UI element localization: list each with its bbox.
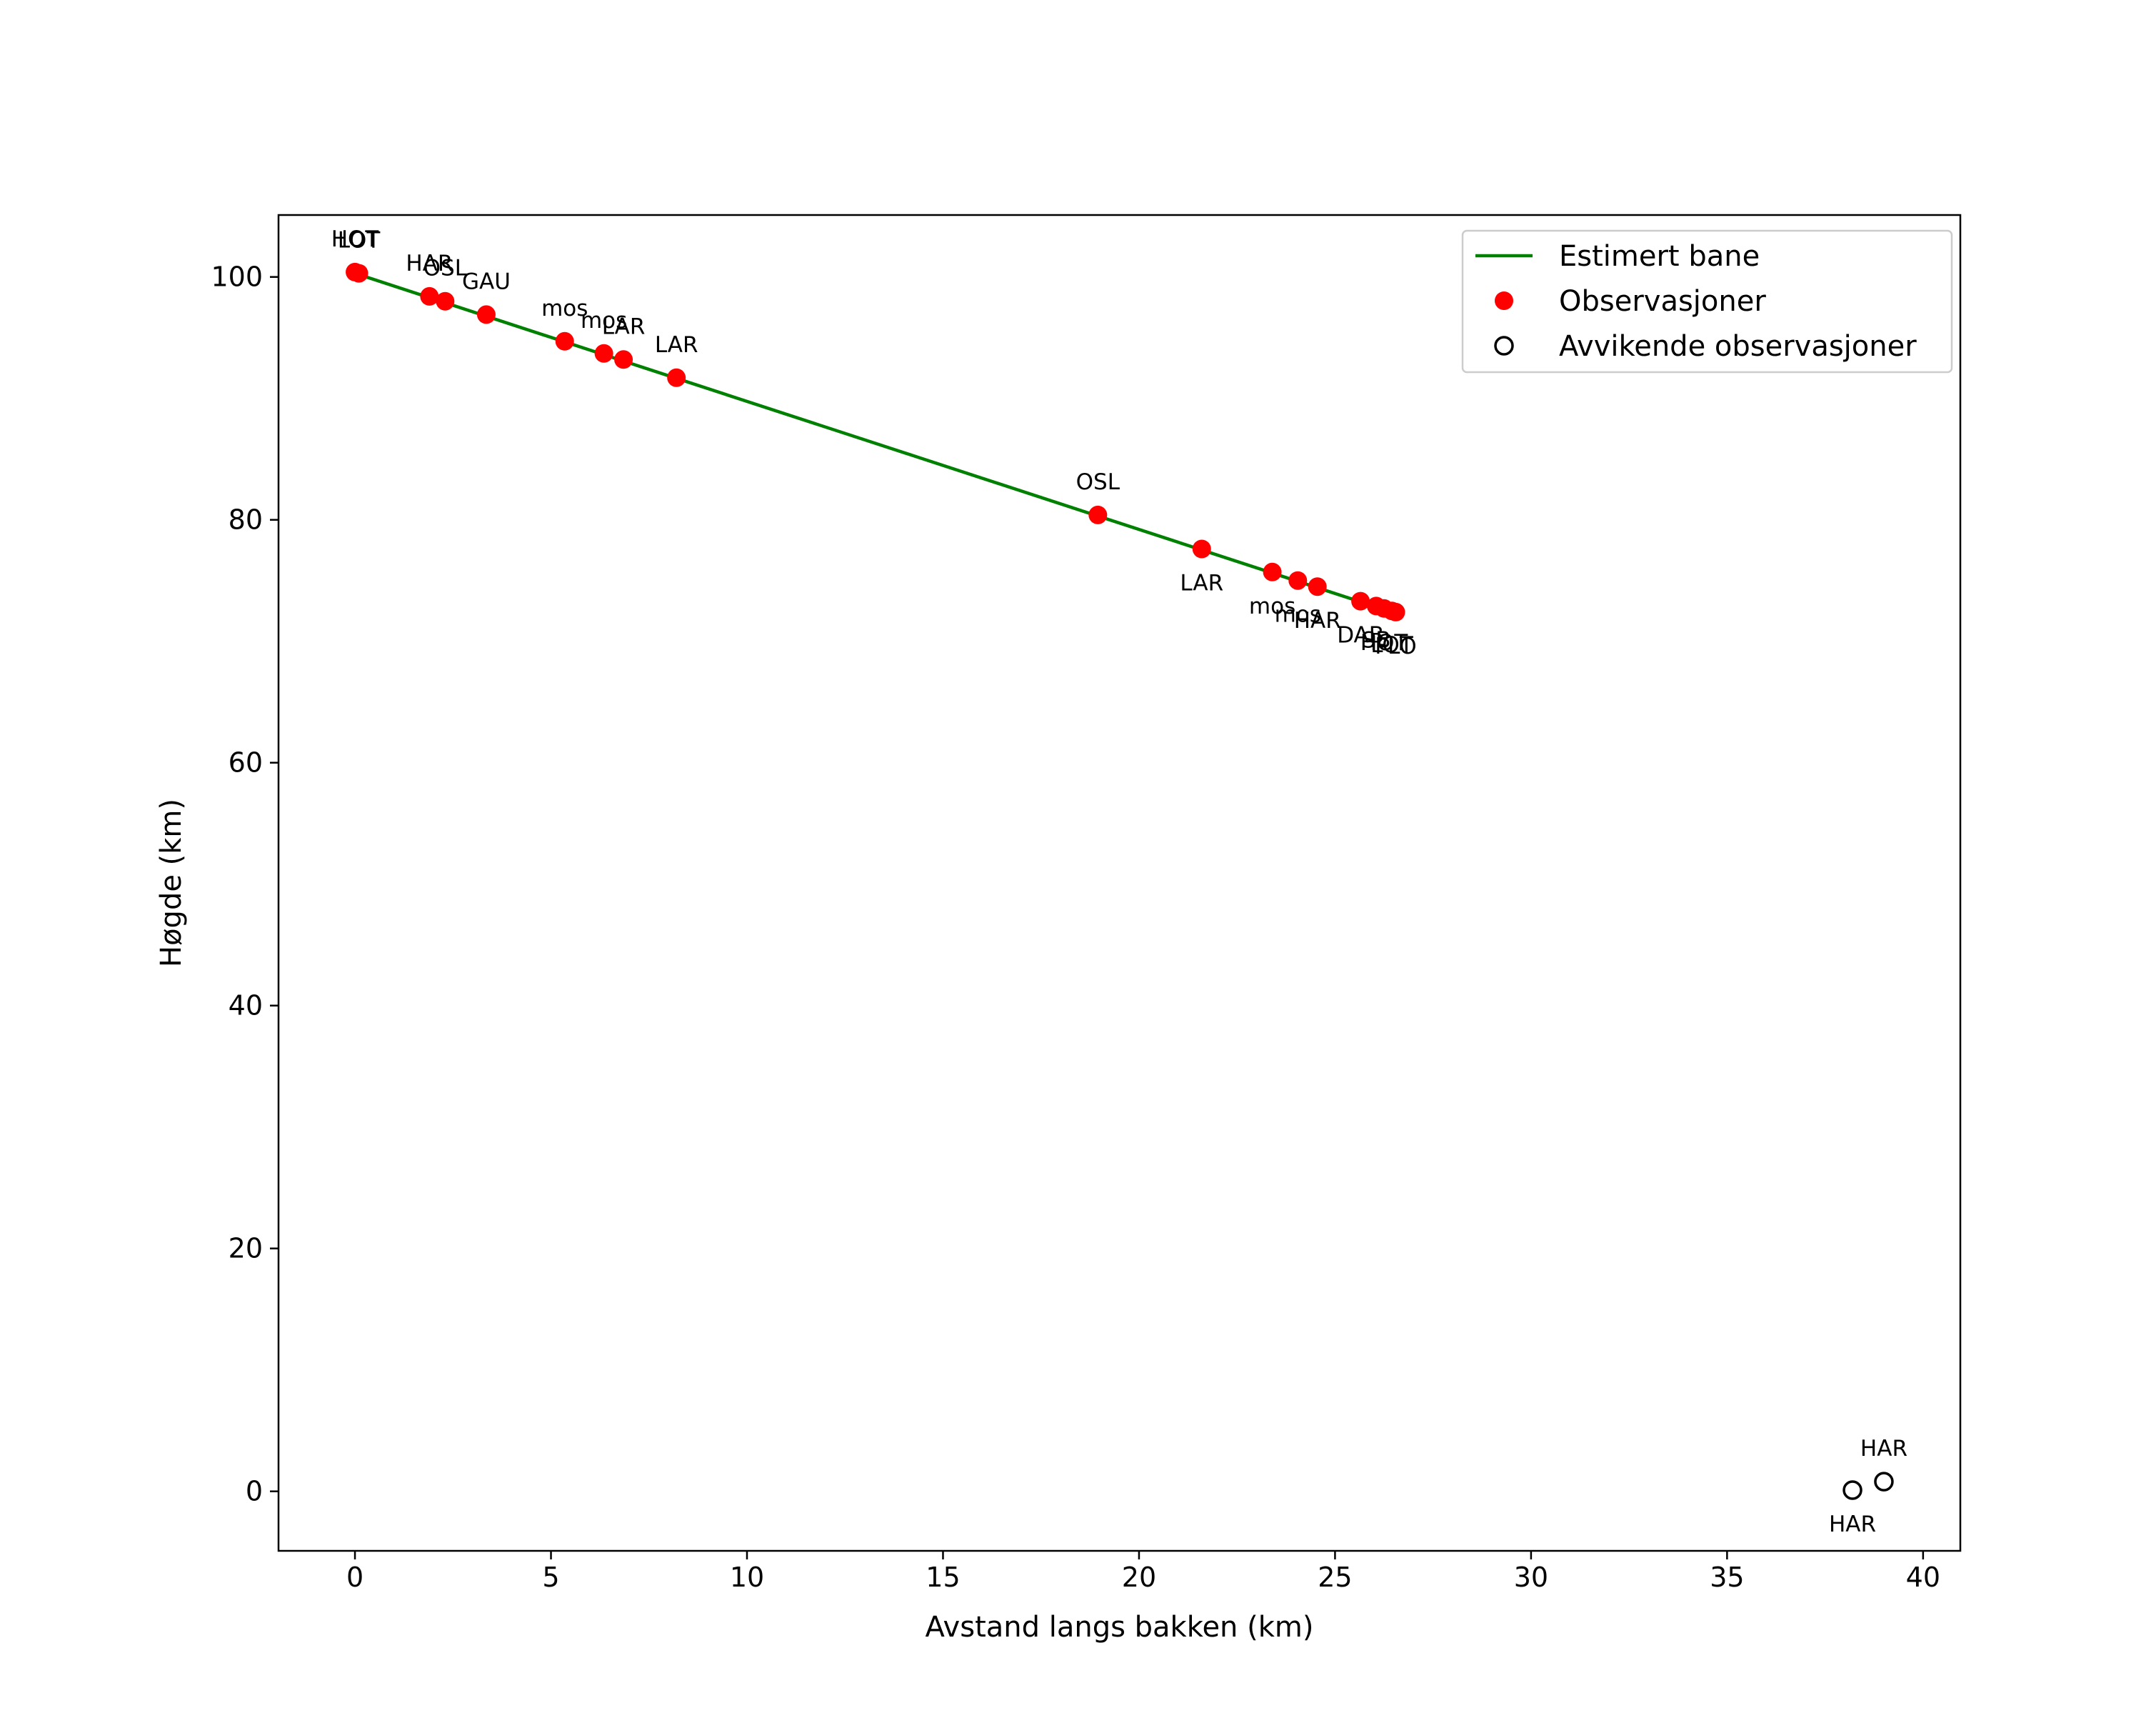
station-label: mos	[1275, 602, 1321, 628]
observation-point	[436, 291, 455, 311]
x-tick-label: 0	[346, 1562, 363, 1593]
legend: Estimert bane Observasjoner Avvikende obse…	[1461, 229, 1953, 374]
y-tick-label: 0	[246, 1476, 263, 1507]
y-tick-label: 20	[229, 1233, 263, 1264]
observation-point	[614, 350, 633, 369]
plot-area: HOTLOTHAROSLGAUmosmosLARLAROSLLARmosmosH…	[277, 214, 1962, 1552]
station-label: OSL	[423, 256, 468, 281]
observation-point	[1351, 591, 1370, 611]
x-tick-label: 10	[730, 1562, 764, 1593]
station-label: LAR	[602, 314, 646, 339]
station-label: HAR	[1860, 1436, 1907, 1462]
x-tick-label: 15	[926, 1562, 960, 1593]
y-axis: 0 20 40 60 80 100	[211, 261, 279, 1507]
observation-point	[667, 368, 686, 387]
x-tick-label: 40	[1906, 1562, 1940, 1593]
station-label: LAR	[1180, 571, 1223, 596]
x-tick-label: 25	[1318, 1562, 1352, 1593]
station-label: HAR	[1294, 608, 1341, 634]
observation-point	[349, 264, 368, 283]
station-label: mos	[541, 296, 588, 321]
y-tick-label: 40	[229, 990, 263, 1022]
legend-box	[1461, 229, 1953, 374]
station-label: DAB	[1337, 623, 1384, 649]
observation-point	[555, 331, 574, 351]
station-label: LAR	[655, 332, 698, 358]
observation-point	[476, 305, 496, 324]
legend-entry-label: Avvikende observasjoner	[1559, 330, 1917, 363]
y-tick-label: 80	[229, 504, 263, 536]
station-label: GAU	[462, 269, 511, 294]
x-axis-label: Avstand langs bakken (km)	[926, 1611, 1314, 1644]
station-label: LOT	[338, 228, 381, 254]
observation-point	[420, 286, 439, 306]
station-label: HAR	[406, 251, 453, 276]
y-tick-label: 60	[229, 747, 263, 779]
legend-filled-marker	[1495, 291, 1513, 310]
x-axis: 0 5 10 15 20 25 30 35 40	[346, 1551, 1940, 1593]
station-label: HOT	[331, 226, 380, 252]
legend-entry-label: Observasjoner	[1559, 285, 1766, 318]
observation-point	[594, 344, 613, 363]
x-tick-label: 5	[542, 1562, 559, 1593]
x-tick-label: 35	[1710, 1562, 1744, 1593]
outlier-point	[1874, 1472, 1894, 1492]
legend-open-marker	[1494, 336, 1514, 356]
observation-point	[1192, 539, 1211, 559]
outlier-point	[1842, 1480, 1862, 1500]
estimated-trajectory-line	[354, 271, 1397, 615]
observation-point	[1088, 505, 1108, 524]
x-tick-label: 30	[1514, 1562, 1548, 1593]
station-label: FLO	[1375, 634, 1416, 659]
station-label: OSL	[1076, 469, 1120, 495]
observation-point	[1386, 602, 1405, 621]
station-label: HOT	[1360, 630, 1409, 656]
observation-point	[1288, 571, 1308, 590]
station-label: LOT	[1370, 632, 1414, 658]
y-tick-label: 100	[211, 261, 263, 293]
station-label: SB	[1362, 627, 1391, 653]
y-axis-label: Høgde (km)	[155, 799, 188, 967]
plot-frame	[277, 214, 1962, 1552]
observation-point	[1308, 577, 1327, 596]
station-label: mos	[1249, 594, 1295, 619]
x-tick-label: 20	[1122, 1562, 1156, 1593]
station-label: mos	[581, 308, 627, 334]
station-label: HAR	[1829, 1512, 1876, 1537]
legend-entry-label: Estimert bane	[1559, 240, 1760, 273]
observation-point	[1263, 562, 1282, 581]
